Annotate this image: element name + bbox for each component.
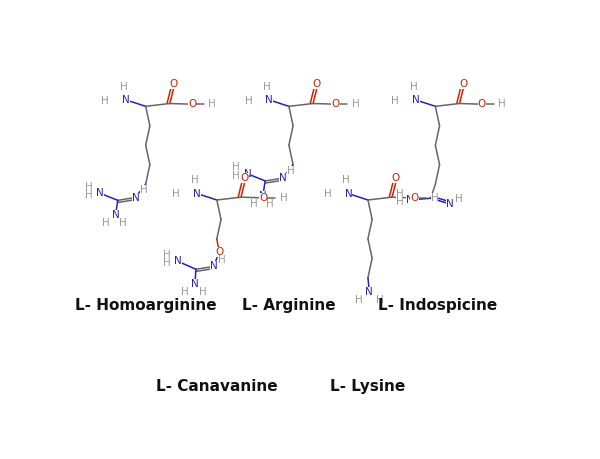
Text: H: H [266,199,274,208]
Text: N: N [265,95,273,105]
Text: H: H [431,193,439,203]
Text: N: N [406,195,413,205]
Text: H: H [395,189,403,199]
Text: H: H [232,171,240,180]
Text: O: O [392,173,400,183]
Text: N: N [96,188,104,198]
Text: O: O [459,79,467,89]
Text: L- Lysine: L- Lysine [331,380,406,394]
Text: N: N [191,279,199,289]
Text: H: H [181,287,188,297]
Text: N: N [175,257,182,267]
Text: L- Arginine: L- Arginine [242,298,336,313]
Text: N: N [244,169,251,179]
Text: H: H [455,194,463,204]
Text: H: H [101,95,109,106]
Text: N: N [446,199,454,208]
Text: H: H [498,99,506,109]
Text: N: N [279,173,287,183]
Text: H: H [391,95,399,106]
Text: H: H [163,250,170,260]
Text: N: N [344,189,352,199]
Text: O: O [410,193,419,203]
Text: H: H [85,190,92,200]
Text: H: H [287,166,295,176]
Text: H: H [280,193,287,203]
Text: N: N [193,189,201,199]
Text: L- Homoarginine: L- Homoarginine [75,298,217,313]
Text: L- Canavanine: L- Canavanine [156,380,278,394]
Text: O: O [331,99,340,109]
Text: H: H [355,295,363,305]
Text: H: H [323,189,331,199]
Text: H: H [85,182,92,192]
Text: N: N [365,287,373,297]
Text: H: H [191,175,199,185]
Text: L- Indospicine: L- Indospicine [378,298,497,313]
Text: N: N [131,192,139,202]
Text: N: N [122,95,130,105]
Text: H: H [395,197,403,207]
Text: H: H [250,199,257,208]
Text: N: N [259,191,267,201]
Text: H: H [352,99,359,109]
Text: H: H [263,82,271,91]
Text: H: H [172,189,180,199]
Text: H: H [208,99,216,109]
Text: H: H [342,175,350,185]
Text: H: H [120,82,128,91]
Text: O: O [241,173,249,183]
Text: O: O [313,79,321,89]
Text: H: H [376,295,383,305]
Text: N: N [209,262,217,271]
Text: O: O [169,79,178,89]
Text: O: O [215,247,223,257]
Text: H: H [102,218,110,228]
Text: H: H [140,185,148,196]
Text: H: H [218,255,226,265]
Text: N: N [412,95,420,105]
Text: O: O [478,99,486,109]
Text: O: O [188,99,196,109]
Text: H: H [119,218,127,228]
Text: O: O [259,193,268,203]
Text: H: H [245,95,253,106]
Text: H: H [163,258,170,268]
Text: H: H [410,82,418,91]
Text: H: H [232,162,240,173]
Text: N: N [112,210,119,220]
Text: H: H [199,287,207,297]
